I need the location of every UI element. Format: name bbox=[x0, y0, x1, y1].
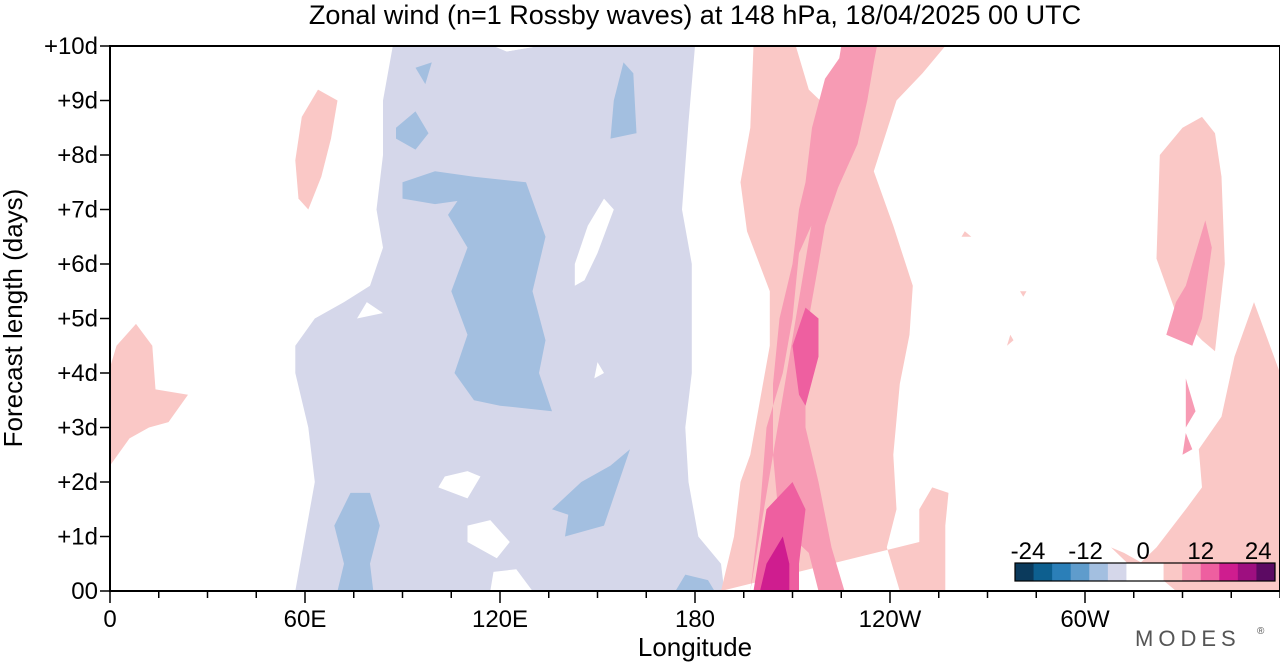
colorbar-label: -24 bbox=[1011, 538, 1046, 565]
contour-region-20 bbox=[1156, 116, 1225, 352]
brand-name: MODES bbox=[1135, 626, 1241, 651]
contour-region-11 bbox=[467, 520, 510, 559]
y-tick-label: +1d bbox=[57, 524, 98, 551]
x-axis-label: Longitude bbox=[638, 632, 752, 662]
contour-region-27 bbox=[1182, 433, 1193, 455]
colorbar: -24 -12 0 12 24 bbox=[1011, 538, 1276, 582]
colorbar-swatch bbox=[1070, 563, 1090, 581]
contour-region-1 bbox=[334, 492, 380, 591]
x-tick-label: 120W bbox=[859, 606, 922, 633]
contour-region-26 bbox=[1185, 378, 1196, 428]
contour-region-25 bbox=[1166, 220, 1212, 346]
x-tick-label: 180 bbox=[675, 606, 715, 633]
colorbar-swatch bbox=[1163, 563, 1183, 581]
contour-region-2 bbox=[448, 176, 552, 412]
contour-region-17 bbox=[295, 89, 338, 210]
colorbar-label: 24 bbox=[1245, 538, 1272, 565]
contour-region-7 bbox=[610, 62, 637, 139]
colorbar-swatch bbox=[1256, 563, 1276, 581]
y-tick-label: +3d bbox=[57, 415, 98, 442]
contour-region-3 bbox=[402, 171, 474, 205]
colorbar-swatch bbox=[1107, 563, 1127, 581]
y-tick-label: +9d bbox=[57, 88, 98, 115]
contour-region-29 bbox=[792, 307, 819, 406]
colorbar-swatch bbox=[1033, 563, 1053, 581]
contour-region-22 bbox=[1020, 291, 1027, 297]
colorbar-swatch bbox=[1182, 563, 1202, 581]
contour-region-28 bbox=[753, 482, 806, 591]
colorbar-swatch bbox=[1219, 563, 1239, 581]
contour-region-4 bbox=[396, 111, 429, 150]
contour-region-13 bbox=[490, 569, 533, 591]
y-axis: 00 +1d +2d +3d +4d +5d +6d +7d +8d +9d +10d bbox=[44, 33, 110, 605]
contour-fills bbox=[110, 46, 1280, 591]
colorbar-label: -12 bbox=[1068, 538, 1103, 565]
contour-region-19 bbox=[1111, 302, 1280, 591]
y-tick-label: 00 bbox=[71, 578, 98, 605]
contour-region-5 bbox=[415, 62, 432, 85]
brand-registered-mark: ® bbox=[1257, 626, 1265, 637]
x-tick-label: 60W bbox=[1060, 606, 1110, 633]
colorbar-swatch bbox=[1089, 563, 1109, 581]
y-tick-label: +6d bbox=[57, 251, 98, 278]
x-tick-label: 120E bbox=[472, 606, 528, 633]
contour-region-15 bbox=[594, 362, 604, 379]
colorbar-swatch bbox=[1052, 563, 1072, 581]
y-tick-label: +10d bbox=[44, 33, 98, 60]
colorbar-label: 0 bbox=[1136, 538, 1149, 565]
y-tick-label: +8d bbox=[57, 142, 98, 169]
contour-region-24 bbox=[750, 46, 877, 591]
y-tick-label: +2d bbox=[57, 469, 98, 496]
y-tick-label: +4d bbox=[57, 360, 98, 387]
y-tick-label: +5d bbox=[57, 306, 98, 333]
colorbar-label: 12 bbox=[1187, 538, 1214, 565]
contour-region-16 bbox=[110, 323, 188, 466]
brand-logo: MODES ® bbox=[1135, 626, 1265, 651]
contour-region-21 bbox=[961, 231, 972, 237]
plot-frame bbox=[109, 45, 1280, 592]
colorbar-frame bbox=[1014, 562, 1276, 582]
contour-region-30 bbox=[760, 536, 790, 591]
colorbar-swatch bbox=[1145, 563, 1165, 581]
colorbar-swatch bbox=[1015, 563, 1035, 581]
colorbar-swatch bbox=[1200, 563, 1220, 581]
colorbar-swatch bbox=[1126, 563, 1146, 581]
contour-region-23 bbox=[1007, 334, 1014, 346]
x-axis: 0 60E 120E 180 120W 60W bbox=[103, 591, 1280, 633]
contour-region-8 bbox=[675, 574, 715, 591]
contour-region-9 bbox=[506, 46, 539, 52]
y-axis-label: Forecast length (days) bbox=[0, 189, 28, 448]
y-tick-label: +7d bbox=[57, 197, 98, 224]
x-tick-label: 60E bbox=[284, 606, 327, 633]
contour-region-14 bbox=[357, 302, 383, 319]
x-tick-label: 0 bbox=[103, 606, 116, 633]
contour-region-12 bbox=[438, 471, 481, 499]
chart-title: Zonal wind (n=1 Rossby waves) at 148 hPa… bbox=[309, 0, 1081, 30]
contour-region-10 bbox=[574, 198, 614, 286]
contour-region-6 bbox=[552, 449, 630, 537]
colorbar-swatch bbox=[1237, 563, 1257, 581]
